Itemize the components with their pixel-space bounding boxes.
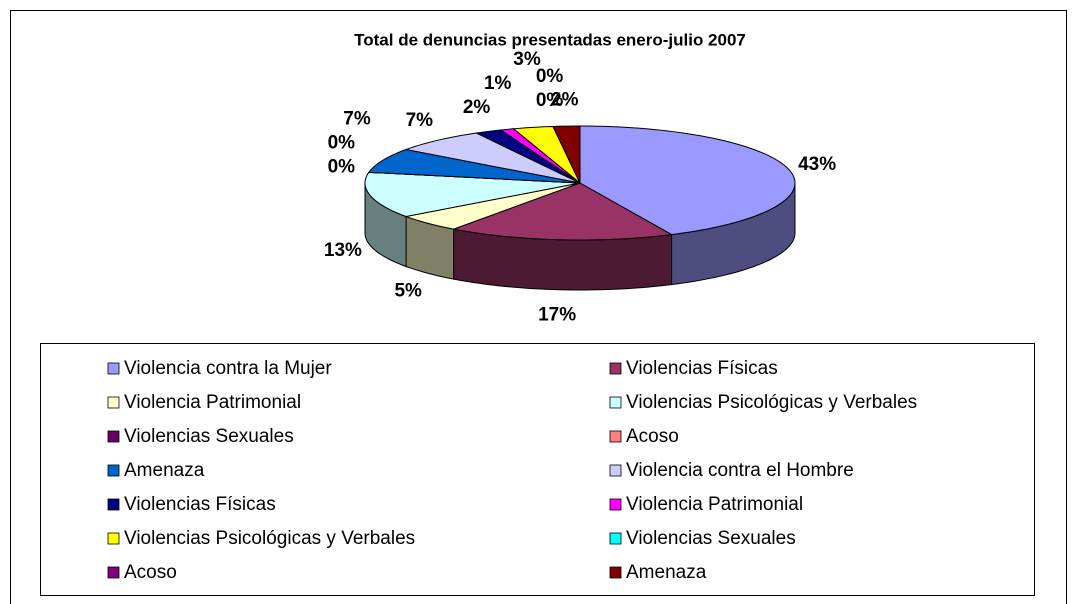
legend-label: Violencias Sexuales <box>124 426 294 447</box>
data-label: 7% <box>406 110 434 131</box>
legend-swatch <box>609 430 622 443</box>
pie-slice <box>367 148 581 184</box>
data-label: 5% <box>394 280 422 301</box>
chart-title: Total de denuncias presentadas enero-jul… <box>354 30 746 49</box>
legend-swatch <box>609 566 622 579</box>
data-label: 13% <box>324 240 362 261</box>
legend-label: Violencias Sexuales <box>626 528 796 549</box>
data-label: 0% <box>536 90 564 111</box>
legend-swatch <box>609 464 622 477</box>
legend-label: Acoso <box>124 562 177 583</box>
legend-label: Violencias Psicológicas y Verbales <box>626 392 917 413</box>
legend-box <box>40 343 1035 596</box>
pie-slice <box>579 125 796 236</box>
data-label: 2% <box>463 97 491 118</box>
data-label: 2% <box>551 90 579 111</box>
pie-slice <box>512 125 581 184</box>
pie-slice <box>552 125 581 184</box>
legend-label: Amenaza <box>124 460 205 481</box>
pie-slice <box>364 171 581 218</box>
legend-label: Violencias Físicas <box>626 358 778 379</box>
legend-swatch <box>107 430 120 443</box>
legend-swatch <box>609 498 622 511</box>
legend-swatch <box>107 396 120 409</box>
legend-label: Violencias Psicológicas y Verbales <box>124 528 415 549</box>
data-label: 43% <box>798 154 836 175</box>
legend-swatch <box>609 362 622 375</box>
pie-slice <box>404 132 581 184</box>
pie-slice <box>404 182 581 230</box>
data-label: 0% <box>328 133 356 154</box>
legend-label: Violencia contra el Hombre <box>626 460 854 481</box>
legend-swatch <box>107 532 120 545</box>
data-label: 3% <box>513 49 541 70</box>
legend-swatch <box>107 362 120 375</box>
legend-label: Violencias Físicas <box>124 494 276 515</box>
pie-slice <box>474 129 581 184</box>
legend-label: Violencia contra la Mujer <box>124 358 332 379</box>
legend-label: Violencia Patrimonial <box>124 392 301 413</box>
legend-swatch <box>107 498 120 511</box>
legend-label: Acoso <box>626 426 679 447</box>
data-label: 0% <box>536 66 564 87</box>
legend-swatch <box>609 532 622 545</box>
legend-label: Amenaza <box>626 562 707 583</box>
data-label: 1% <box>484 73 512 94</box>
pie-slice <box>451 182 674 241</box>
legend-label: Violencia Patrimonial <box>626 494 803 515</box>
data-label: 17% <box>538 304 576 325</box>
data-label: 0% <box>328 157 356 178</box>
legend-swatch <box>107 464 120 477</box>
data-label: 7% <box>343 109 371 130</box>
legend-swatch <box>609 396 622 409</box>
legend-swatch <box>107 566 120 579</box>
